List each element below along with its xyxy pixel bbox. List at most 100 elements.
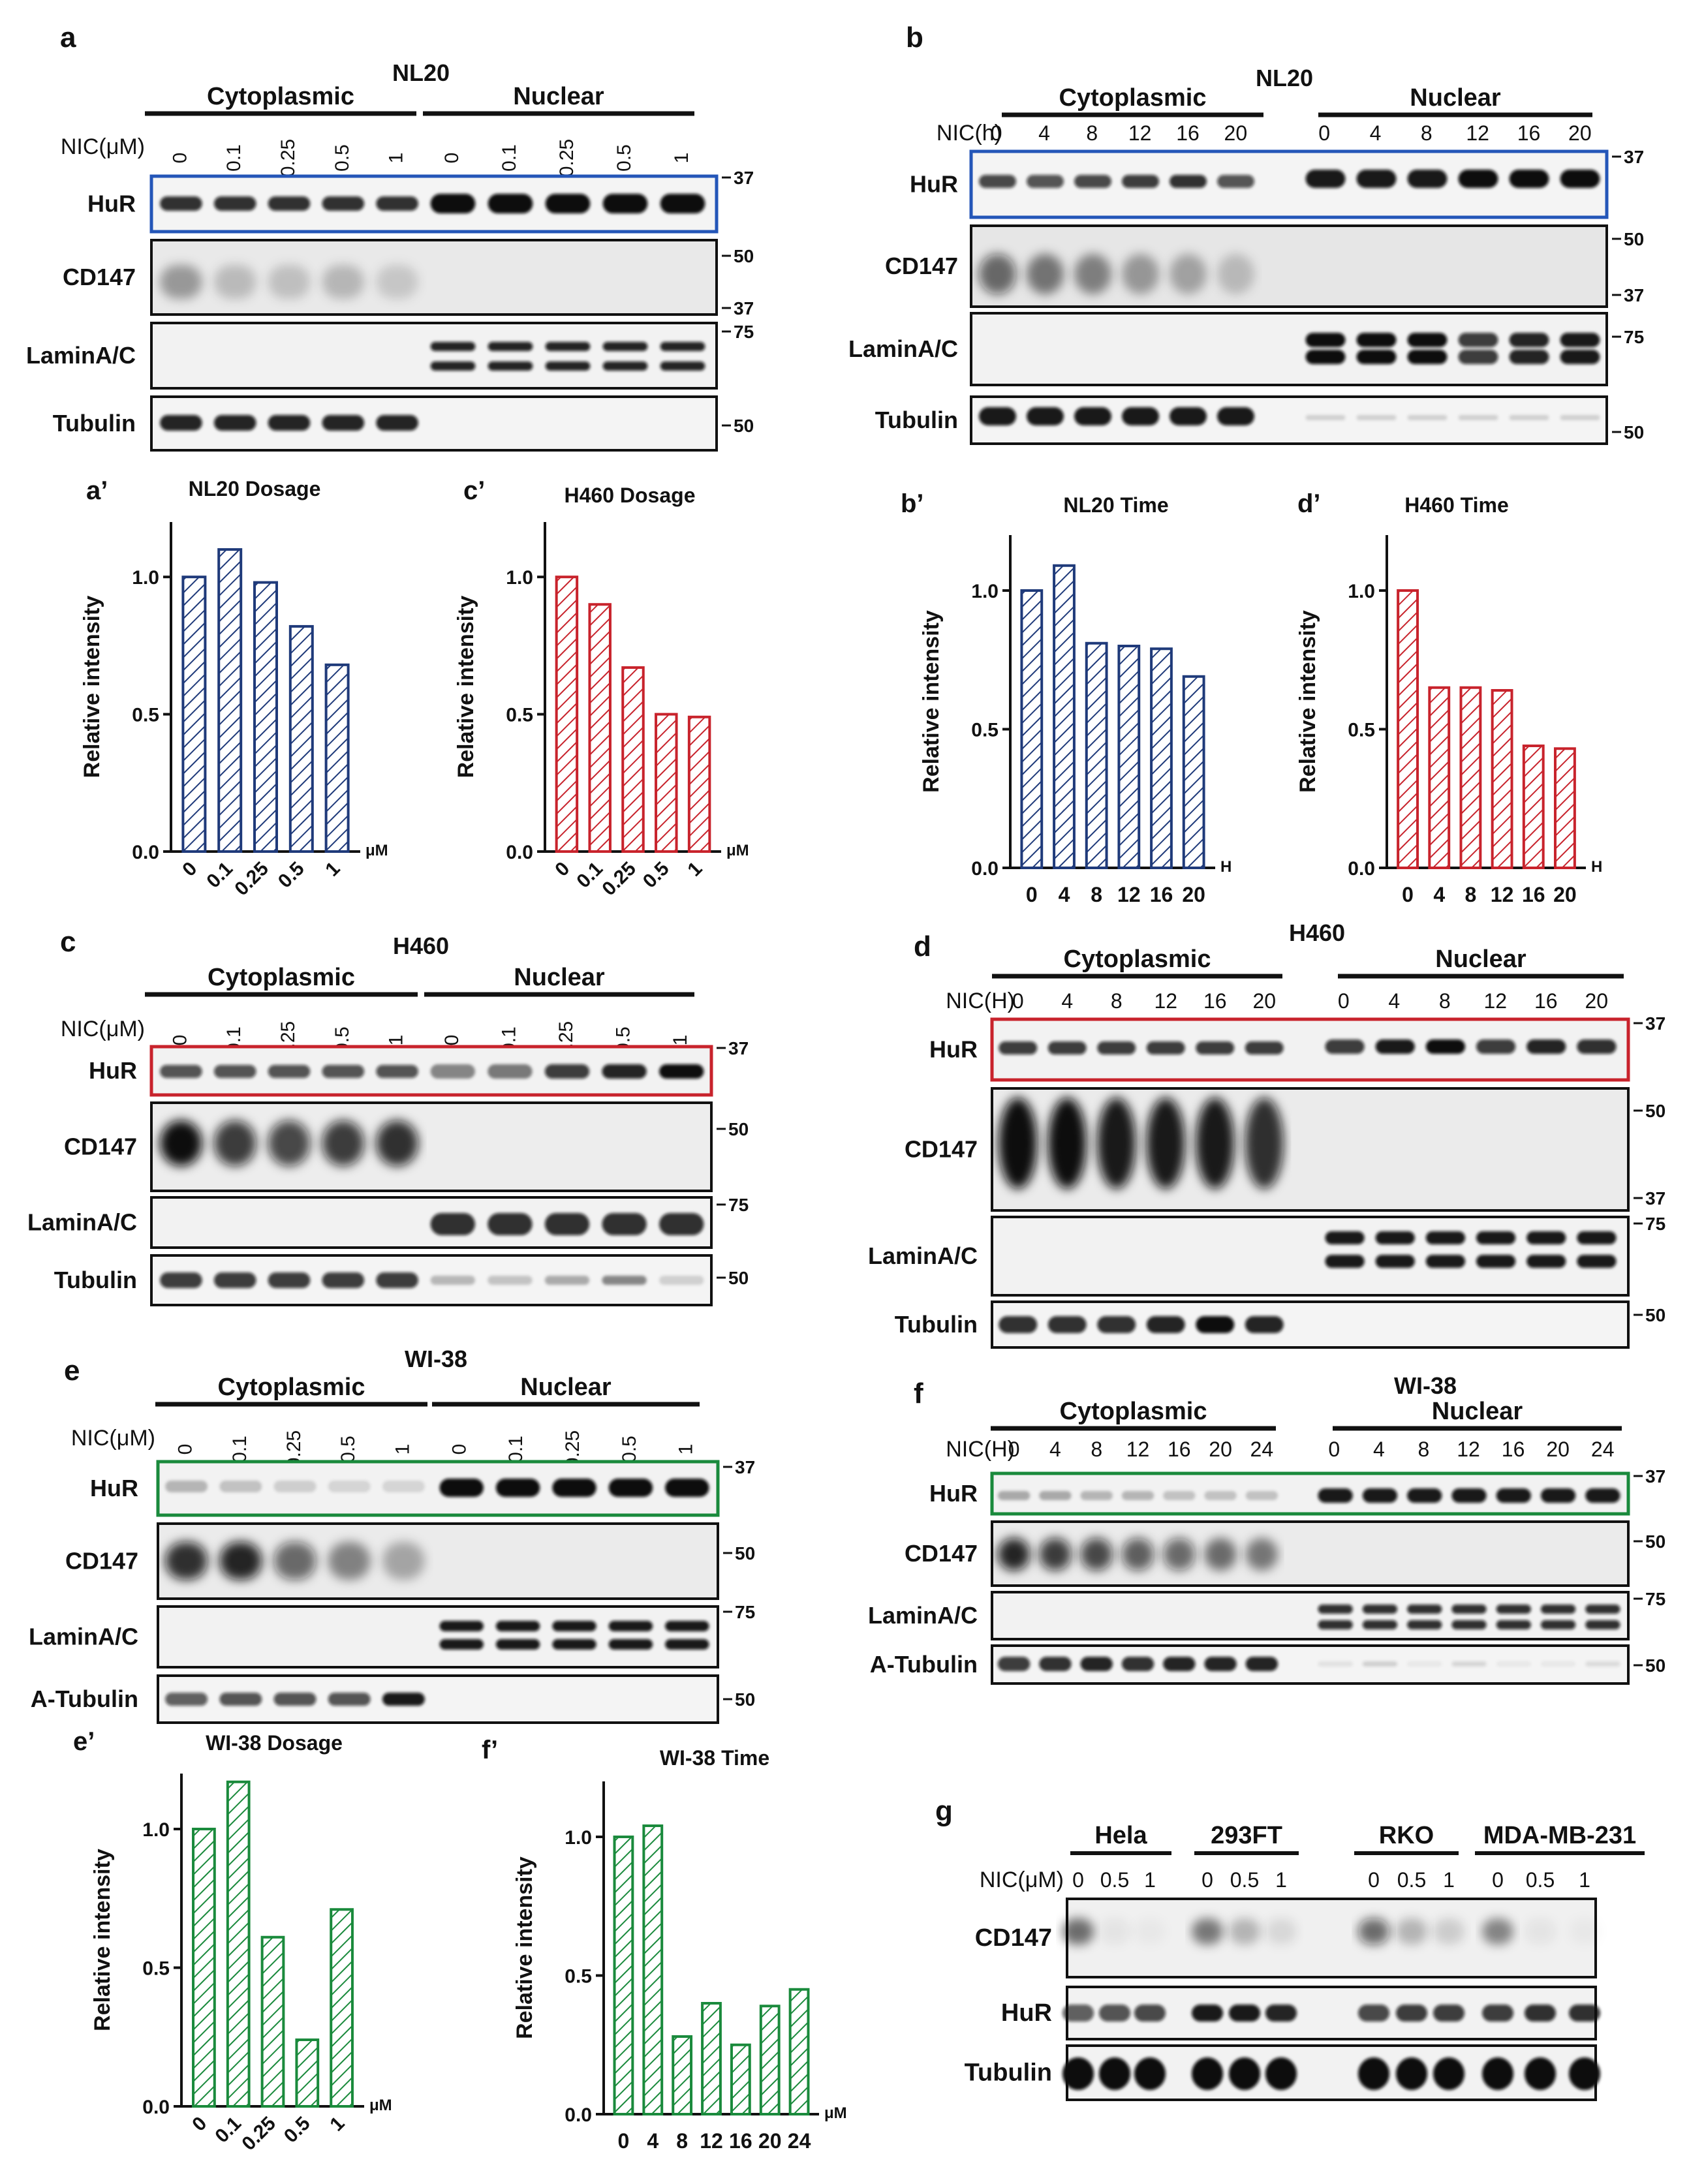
lane-label: 1 [392, 1444, 413, 1455]
blot-band [376, 1120, 418, 1166]
blot-band [1569, 2005, 1600, 2022]
cell-line-title: NL20 [392, 59, 450, 86]
lane-label: 0 [169, 153, 191, 164]
lane-label: 4 [1038, 121, 1050, 145]
blot-band [1217, 254, 1254, 294]
bar-0 [192, 1828, 216, 2108]
blot-band [1027, 407, 1064, 425]
mw-marker: 50 [728, 1119, 749, 1139]
blot-band [488, 361, 533, 371]
blot-band [268, 1272, 311, 1288]
protein-label: LaminA/C [27, 1209, 137, 1236]
blot-band [268, 1120, 311, 1166]
blot-row-tubulin: Tubulin 50 [54, 1254, 749, 1306]
bar-0 [613, 1836, 634, 2115]
lane-label: 20 [1224, 121, 1248, 145]
x-tick-label: 0.25 [230, 858, 273, 900]
blot-band [1509, 415, 1549, 420]
x-tick-label: 0 [618, 2129, 630, 2153]
blot-band [1265, 2005, 1297, 2022]
x-unit-label: μM [824, 2104, 847, 2122]
lane-label: 0 [1072, 1868, 1084, 1892]
blot-band [1577, 1231, 1617, 1244]
blot-band [997, 1538, 1030, 1571]
panel-label: c [60, 926, 76, 958]
mw-marker: 75 [734, 322, 754, 342]
x-unit-label: μM [369, 2097, 392, 2114]
lane-label: 0 [1201, 1868, 1213, 1892]
bar-chart-d_prime: d’ H460 Time 0.0 0.5 1.0 Relative intensity H 0… [1295, 489, 1602, 906]
lane-label: 0.5 [337, 1436, 359, 1463]
bar-1 [687, 715, 711, 853]
x-tick-label: 1 [321, 858, 344, 881]
blot-band [608, 1479, 653, 1497]
protein-label: Tubulin [53, 410, 136, 437]
group-header: 293FT [1211, 1822, 1282, 1849]
blot-band [328, 1542, 371, 1580]
blot-band [1526, 1039, 1566, 1054]
protein-label: A-Tubulin [31, 1685, 138, 1712]
blot-strip [970, 224, 1608, 308]
y-axis-label: Relative intensity [512, 1856, 537, 2039]
blot-band [495, 1621, 540, 1631]
blot-band [608, 1639, 653, 1650]
blot-band [1245, 1098, 1284, 1189]
group-header: Nuclear [1432, 1398, 1523, 1425]
lane-label: 8 [1439, 989, 1451, 1013]
lane-label: 1 [386, 153, 407, 164]
group-header: Cytoplasmic [207, 83, 354, 110]
y-tick-label: 0.5 [565, 1966, 592, 1988]
lane-label: 1 [1275, 1868, 1287, 1892]
bar-0.1 [588, 603, 612, 853]
lane-label: 0.1 [229, 1436, 251, 1463]
blot-band [1407, 1661, 1442, 1667]
blot-band [1585, 1605, 1620, 1614]
lane-label: 0.1 [505, 1436, 527, 1463]
blot-band [1318, 1620, 1353, 1629]
mw-marker: 75 [1645, 1589, 1666, 1609]
blot-band [1134, 2005, 1166, 2022]
lane-label: 0 [1318, 121, 1330, 145]
protein-label: CD147 [64, 1133, 137, 1160]
lane-label: 0.5 [613, 144, 635, 172]
bar-0 [555, 576, 579, 854]
lane-label: 12 [1128, 121, 1152, 145]
x-tick-label: 8 [1465, 883, 1477, 906]
blot-band [997, 1491, 1030, 1500]
protein-label: Tubulin [965, 2059, 1052, 2087]
bar-0.5 [288, 624, 314, 854]
blot-band [213, 196, 256, 211]
blot-row-cd147: CD147 50 [905, 1520, 1666, 1587]
blot-band [1122, 407, 1159, 425]
blot-band [552, 1621, 597, 1631]
bar-chart-e_prime: e’ WI-38 Dosage 0.0 0.5 1.0 Relative intensit… [73, 1727, 392, 2155]
blot-band [1509, 333, 1549, 347]
blot-band [544, 1276, 590, 1285]
x-tick-label: 24 [788, 2129, 811, 2153]
blot-band [1080, 1491, 1113, 1500]
x-tick-label: 8 [1091, 883, 1102, 906]
blot-row-hur: HuR 37 [89, 1038, 749, 1097]
blot-band [997, 1657, 1030, 1671]
protein-label: LaminA/C [868, 1242, 978, 1269]
blot-band [1170, 175, 1207, 188]
protein-label: HuR [910, 171, 958, 198]
protein-label: HuR [89, 1057, 137, 1084]
lane-label: 24 [1250, 1438, 1274, 1461]
blot-band [1318, 1661, 1353, 1667]
blot-band [1569, 1918, 1600, 1945]
bar-4 [1428, 686, 1451, 869]
blot-band [1122, 175, 1159, 188]
group-header: Cytoplasmic [218, 1374, 365, 1401]
blot-band [1540, 1605, 1576, 1614]
blot-band [1196, 1098, 1235, 1189]
mw-marker: 37 [734, 298, 754, 318]
blot-band [1476, 1255, 1516, 1268]
blot-band [1569, 2057, 1600, 2090]
lane-label: 0.25 [556, 139, 578, 177]
group-header: Cytoplasmic [1064, 946, 1211, 973]
blot-band [322, 1065, 365, 1078]
panel-label: a [60, 22, 76, 54]
blot-band [213, 1065, 256, 1078]
